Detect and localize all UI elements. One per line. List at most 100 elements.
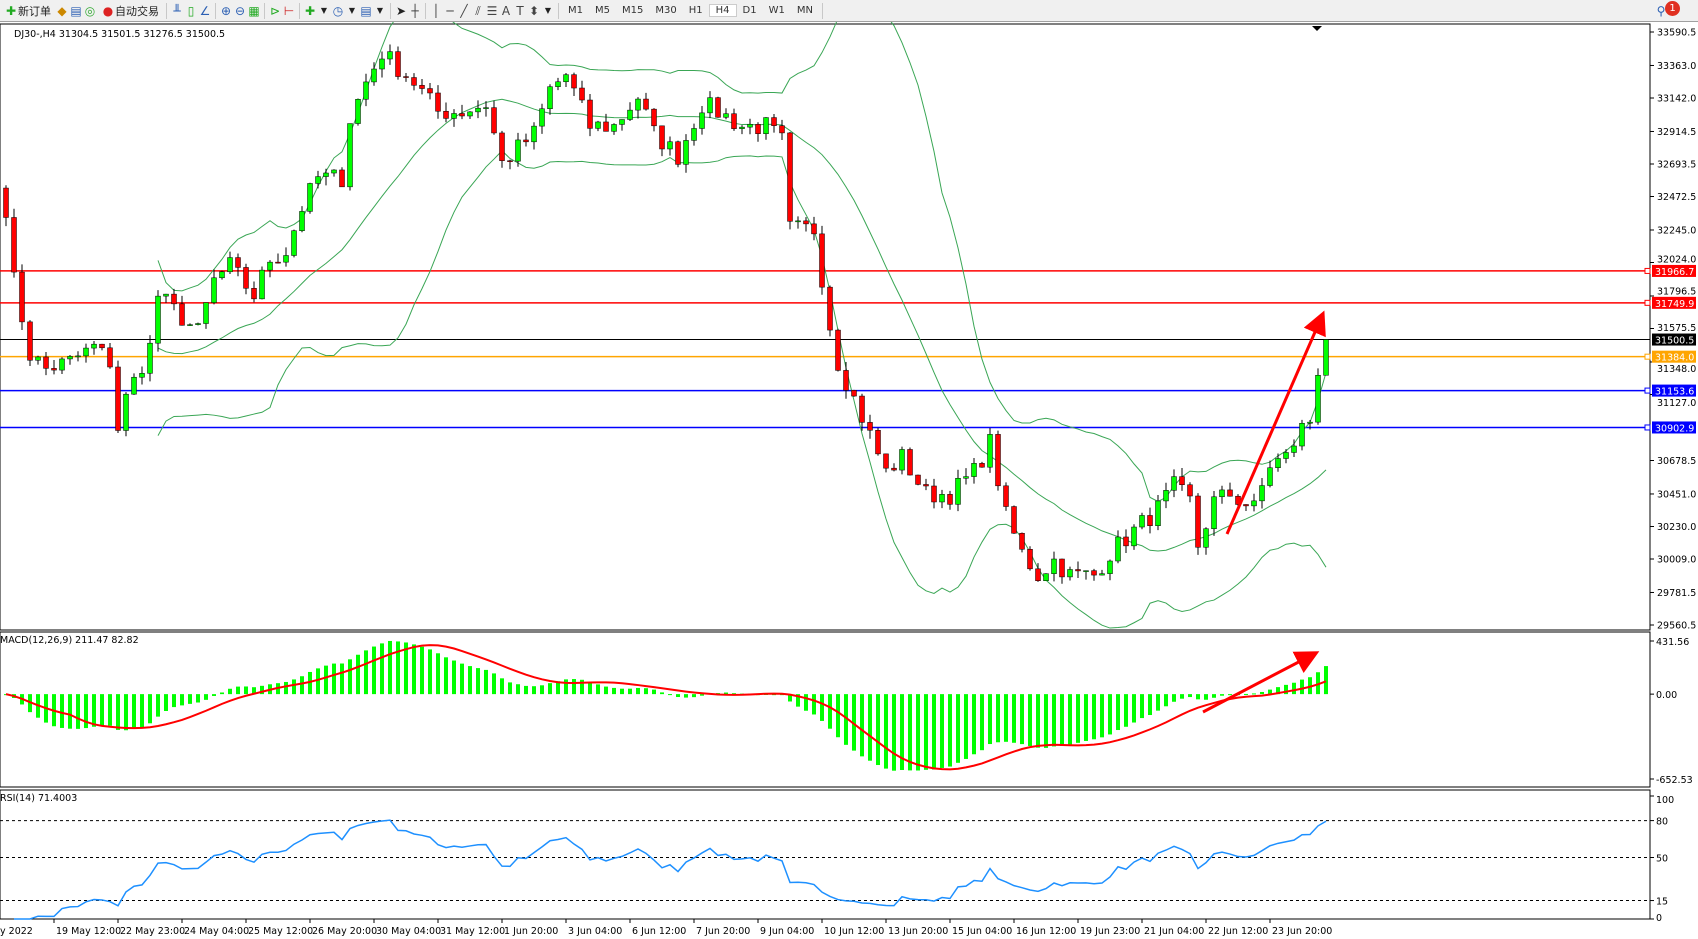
equidistant-channel-icon[interactable]: ⫽ xyxy=(475,3,481,18)
price-tick-label: 32693.5 xyxy=(1657,159,1696,170)
text-icon[interactable]: A xyxy=(501,3,511,18)
macd-histogram-bar xyxy=(372,646,376,695)
bear-candle xyxy=(19,271,25,323)
bull-candle xyxy=(475,107,481,113)
dropdown-icon[interactable]: ▼ xyxy=(348,5,356,15)
horizontal-line-icon[interactable]: ─ xyxy=(446,3,454,18)
time-tick-label: 3 Jun 04:00 xyxy=(568,926,622,937)
macd-histogram-bar xyxy=(820,694,824,721)
auto-scroll-icon[interactable]: ⊳ xyxy=(269,3,281,18)
macd-histogram-bar xyxy=(1052,694,1056,747)
macd-histogram-bar xyxy=(380,643,384,695)
templates-icon[interactable]: ▤ xyxy=(360,3,372,18)
trendline-icon[interactable]: ╱ xyxy=(460,3,468,18)
macd-trend-arrow[interactable] xyxy=(1202,651,1320,714)
price-tick-label: 30009.0 xyxy=(1657,555,1696,566)
macd-histogram-bar xyxy=(340,663,344,695)
bar-chart-icon[interactable]: ╨ xyxy=(173,3,181,18)
macd-histogram-bar xyxy=(140,694,144,728)
bear-candle xyxy=(803,220,809,225)
crosshair-icon[interactable]: ┼ xyxy=(411,3,419,18)
timeframe-mn[interactable]: MN xyxy=(796,5,813,16)
bear-candle xyxy=(579,87,585,101)
text-label-icon[interactable]: T xyxy=(516,3,524,18)
bull-candle xyxy=(283,255,289,263)
bull-candle xyxy=(1155,500,1161,526)
notification-badge[interactable]: 1 xyxy=(1665,1,1680,16)
timeframe-h4[interactable]: H4 xyxy=(708,4,737,17)
bull-candle xyxy=(747,124,753,128)
bull-candle xyxy=(971,463,977,477)
bull-candle xyxy=(795,220,801,223)
price-trend-arrow[interactable] xyxy=(1225,310,1326,535)
level-price-tag xyxy=(1652,296,1696,309)
time-tick-label: 7 Jun 20:00 xyxy=(696,926,750,937)
chart-shift-icon[interactable]: ⊢ xyxy=(283,3,295,18)
bear-candle xyxy=(915,474,921,485)
macd-histogram-bar xyxy=(260,685,264,695)
dropdown-icon[interactable]: ▼ xyxy=(320,5,328,15)
bollinger-lower xyxy=(157,150,1327,629)
price-tick-label: 31127.0 xyxy=(1657,398,1696,409)
timeframe-m15[interactable]: M15 xyxy=(622,5,644,16)
zoom-in-icon[interactable]: ⊕ xyxy=(220,3,232,18)
candlestick-chart-icon[interactable]: ▯ xyxy=(187,3,195,18)
bear-candle xyxy=(507,160,513,162)
bull-candle xyxy=(131,376,137,395)
macd-histogram-bar xyxy=(1172,694,1176,702)
time-tick-label: 6 Jun 12:00 xyxy=(632,926,686,937)
metaeditor-icon[interactable]: ◆ xyxy=(57,3,67,18)
macd-histogram-bar xyxy=(524,685,528,695)
bull-candle xyxy=(307,183,313,212)
macd-signal-line xyxy=(5,644,1327,771)
line-chart-icon[interactable]: ∠ xyxy=(199,3,211,18)
timeframe-d1[interactable]: D1 xyxy=(742,5,757,16)
timeframe-m1[interactable]: M1 xyxy=(568,5,583,16)
macd-histogram-bar xyxy=(1164,694,1168,707)
bull-candle xyxy=(139,373,145,378)
auto-trading-button[interactable]: ● 自动交易 xyxy=(97,1,163,20)
horizontal-levels[interactable] xyxy=(0,267,1651,431)
timeframe-m5[interactable]: M5 xyxy=(595,5,610,16)
vertical-line-icon[interactable]: │ xyxy=(432,3,440,18)
bull-candle xyxy=(211,277,217,303)
arrows-icon[interactable]: ⬍ xyxy=(528,3,540,18)
bear-candle xyxy=(11,217,17,273)
new-order-button[interactable]: ✚ 新订单 xyxy=(0,1,55,20)
auto-trading-icon: ● xyxy=(102,3,114,18)
bear-candle xyxy=(947,494,953,505)
price-tick-label: 30230.0 xyxy=(1657,522,1696,533)
indicators-icon[interactable]: ✚ xyxy=(304,3,316,18)
macd-histogram-bar xyxy=(388,640,392,695)
search-icon[interactable]: ⚲ xyxy=(1656,3,1666,18)
bull-candle xyxy=(899,449,905,471)
tile-windows-icon[interactable]: ▦ xyxy=(248,3,260,18)
bear-candle xyxy=(171,293,177,305)
price-tick-label: 33363.0 xyxy=(1657,61,1696,72)
timeframe-m30[interactable]: M30 xyxy=(655,5,677,16)
divider xyxy=(558,2,559,19)
dropdown-icon[interactable]: ▼ xyxy=(376,5,384,15)
signals-icon[interactable]: ◎ xyxy=(84,3,96,18)
macd-histogram-bar xyxy=(828,694,832,729)
price-tick-label: 33590.5 xyxy=(1657,28,1696,39)
bear-candle xyxy=(1195,495,1201,548)
bull-candle xyxy=(259,269,265,300)
annotations[interactable] xyxy=(1202,26,1326,714)
macd-histogram-bar xyxy=(1036,694,1040,748)
cursor-icon[interactable]: ➤ xyxy=(395,3,407,18)
navigator-icon[interactable]: ▤ xyxy=(70,3,82,18)
fibonacci-icon[interactable]: ☰ xyxy=(486,3,498,18)
bull-candle xyxy=(35,356,41,361)
periods-clock-icon[interactable]: ◷ xyxy=(332,3,344,18)
timeframe-h1[interactable]: H1 xyxy=(688,5,703,16)
dropdown-icon[interactable]: ▼ xyxy=(544,5,552,15)
zoom-out-icon[interactable]: ⊖ xyxy=(234,3,246,18)
bull-candle xyxy=(1323,339,1329,376)
timeframe-w1[interactable]: W1 xyxy=(768,5,785,16)
macd-tick-label: 0.00 xyxy=(1656,690,1677,701)
bull-candle xyxy=(379,58,385,70)
macd-histogram-bar xyxy=(852,694,856,751)
